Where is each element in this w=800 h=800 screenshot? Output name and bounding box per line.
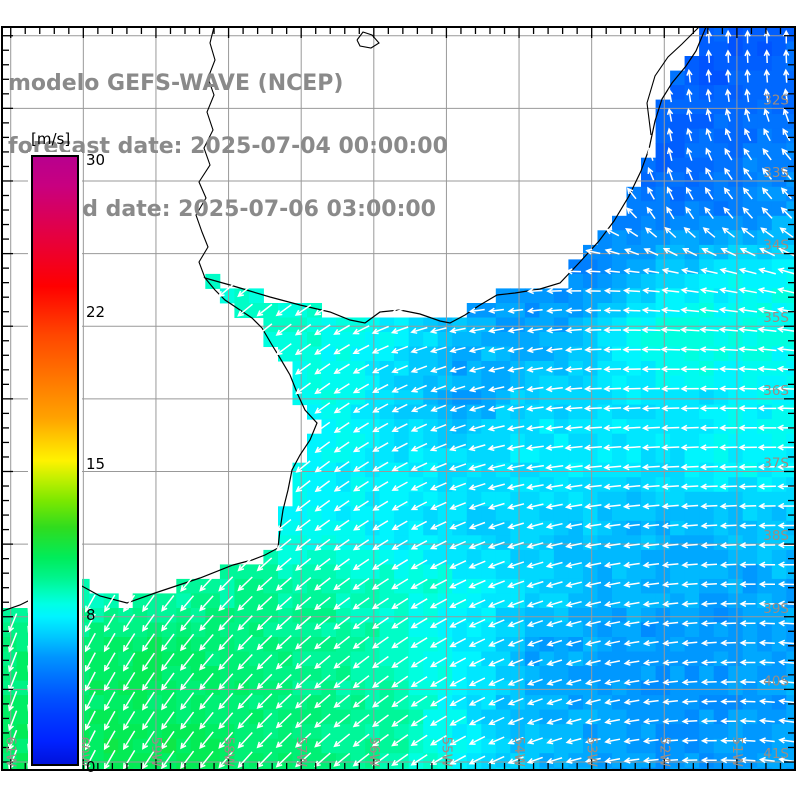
lon-label: 58W <box>221 736 237 767</box>
lat-label: 36S <box>763 383 789 399</box>
lon-label: 54W <box>511 736 527 767</box>
lon-label: 57W <box>293 736 309 767</box>
lat-label: 38S <box>763 528 789 544</box>
river-line <box>195 27 216 279</box>
colorbar-tick-label: 30 <box>86 151 106 169</box>
title-block: modelo GEFS-WAVE (NCEP) forecast date: 2… <box>8 31 448 262</box>
colorbar-tick-label: 8 <box>86 606 96 625</box>
lon-label: 52W <box>656 736 672 767</box>
grid-lines <box>2 27 795 770</box>
lon-label: 56W <box>366 736 382 767</box>
lat-label: 41S <box>763 746 789 762</box>
colorbar-panel <box>28 152 82 769</box>
lon-label: 55W <box>438 736 454 767</box>
title-model: modelo GEFS-WAVE (NCEP) <box>8 71 344 96</box>
lon-label: 51W <box>729 736 745 767</box>
lake-outline <box>356 31 380 49</box>
colorbar-tick-label: 15 <box>86 454 106 473</box>
lat-label: 34S <box>763 238 789 254</box>
lat-label: 40S <box>763 673 789 689</box>
lat-label: 33S <box>763 165 789 181</box>
colorbar-unit-label: [m/s] <box>31 130 71 148</box>
lon-label: 59W <box>148 736 164 767</box>
map-ticks <box>2 27 795 770</box>
colorbar-gradient <box>31 155 79 766</box>
colorbar-tick-label: 0 <box>86 758 96 776</box>
lat-label: 37S <box>763 455 789 471</box>
coastline-group <box>2 27 707 612</box>
lat-label: 39S <box>763 601 789 617</box>
title-forecast-date: forecast date: 2025-07-04 00:00:00 <box>8 134 448 159</box>
lat-label: 32S <box>763 92 789 108</box>
colorbar-tick-label: 22 <box>86 302 106 321</box>
lon-label: 61W <box>3 736 19 767</box>
lon-label: 53W <box>584 736 600 767</box>
lat-label: 35S <box>763 310 789 326</box>
wave-direction-arrows <box>7 29 795 770</box>
lagoon-line <box>646 27 700 136</box>
title-valid-date: valid date: 2025-07-06 03:00:00 <box>38 197 436 222</box>
map-border <box>1 26 796 771</box>
